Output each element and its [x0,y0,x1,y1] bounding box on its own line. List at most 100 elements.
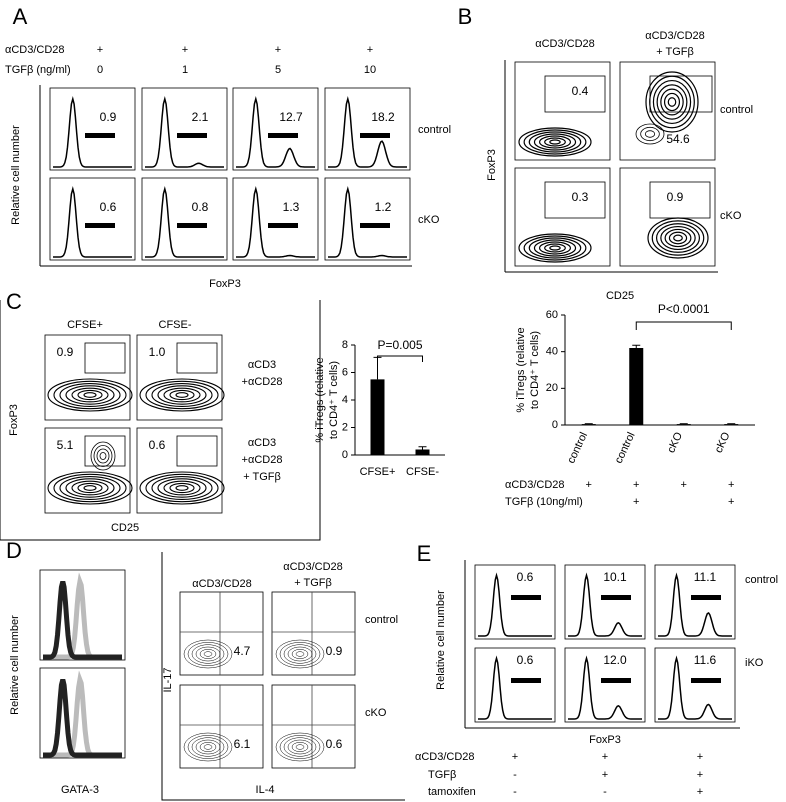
row-label: control [720,104,753,116]
percent: 0.6 [326,737,343,751]
contour [523,129,587,155]
bar [370,379,385,455]
plot-frame [564,564,646,640]
percent: 0.8 [192,200,209,214]
contour [53,380,127,410]
x-label: CD25 [606,290,634,302]
condition-level: + [633,479,639,491]
contour [195,739,221,755]
gate-bar [511,678,541,683]
contour [199,649,217,659]
contour [291,649,309,659]
column-label: CFSE- [159,319,192,331]
percent: 1.3 [283,200,300,214]
y-label: IL-17 [162,667,174,692]
percent: 0.6 [100,200,117,214]
plot-frame [136,334,223,421]
histogram [478,655,552,720]
x-label: FoxP3 [589,734,621,746]
contour [183,639,233,669]
contour [47,378,133,412]
plot-frame [49,177,136,261]
contour [169,389,195,401]
contour [145,473,219,503]
percent: 1.0 [149,345,166,359]
x-tick-label: cKO [665,430,685,455]
bar [415,449,430,455]
percent: 0.9 [57,345,74,359]
plot-frame [271,684,356,769]
percent: 0.9 [667,190,684,204]
y-tick-label: 8 [342,339,348,351]
contour [528,131,582,153]
histogram [568,655,642,720]
y-tick-label: 6 [342,366,348,378]
contour [145,380,219,410]
row-label: + TGFβ [243,471,281,483]
condition-level: + [728,479,734,491]
histogram [145,185,224,258]
condition-level: + [697,786,703,798]
percent: 4.7 [234,644,251,658]
gate [84,342,126,374]
y-tick-label: 0 [342,449,348,461]
bar [724,424,739,425]
contour [518,127,592,157]
plot-frame [179,684,264,769]
contour [203,744,213,750]
column-label: + TGFβ [294,577,332,589]
histogram [145,95,224,168]
condition-level: + [728,496,734,508]
row-label: control [365,614,398,626]
y-tick-label: 0 [552,419,558,431]
y-label: % iTregs (relative [515,327,527,412]
contour [664,228,692,248]
contour [523,235,587,261]
row-label: control [745,574,778,586]
contour [275,639,325,669]
histogram [328,185,407,258]
contour [649,75,695,129]
plot-frame [141,87,228,171]
contour [533,239,577,257]
contour [291,742,309,752]
condition-level: + [681,479,687,491]
plot-frame [514,61,611,161]
contour [157,478,207,498]
percent: 1.2 [375,200,392,214]
plot-frame [271,591,356,676]
panel-label: C [6,289,22,314]
row-label: αCD3 [248,359,276,371]
contour [549,139,561,145]
row-label: +αCD28 [242,454,283,466]
contour [59,383,121,407]
contour [651,220,705,256]
gate-bar [268,223,298,228]
condition-label: TGFβ (ng/ml) [5,64,71,76]
x-tick-label: cKO [713,430,733,455]
contour [544,243,566,253]
condition-level: + [586,479,592,491]
x-tick-label: control [565,430,590,465]
contour [163,387,201,403]
column-label: αCD3/CD28 [645,30,705,42]
gate [544,75,606,113]
plot-frame [44,427,131,514]
contour [549,245,561,251]
contour [65,478,115,498]
gate-bar [601,678,631,683]
contour [667,97,677,107]
y-tick-label: 40 [546,346,558,358]
contour [283,737,317,757]
gate [544,181,606,219]
gate-bar [177,223,207,228]
contour [295,651,305,657]
condition-level: + [697,751,703,763]
histogram [53,95,132,168]
contour [640,126,660,142]
gate-bar [691,678,721,683]
condition-level: + [602,769,608,781]
y-tick-label: 60 [546,309,558,321]
percent: 11.6 [694,653,717,667]
condition-label: αCD3/CD28 [5,44,65,56]
